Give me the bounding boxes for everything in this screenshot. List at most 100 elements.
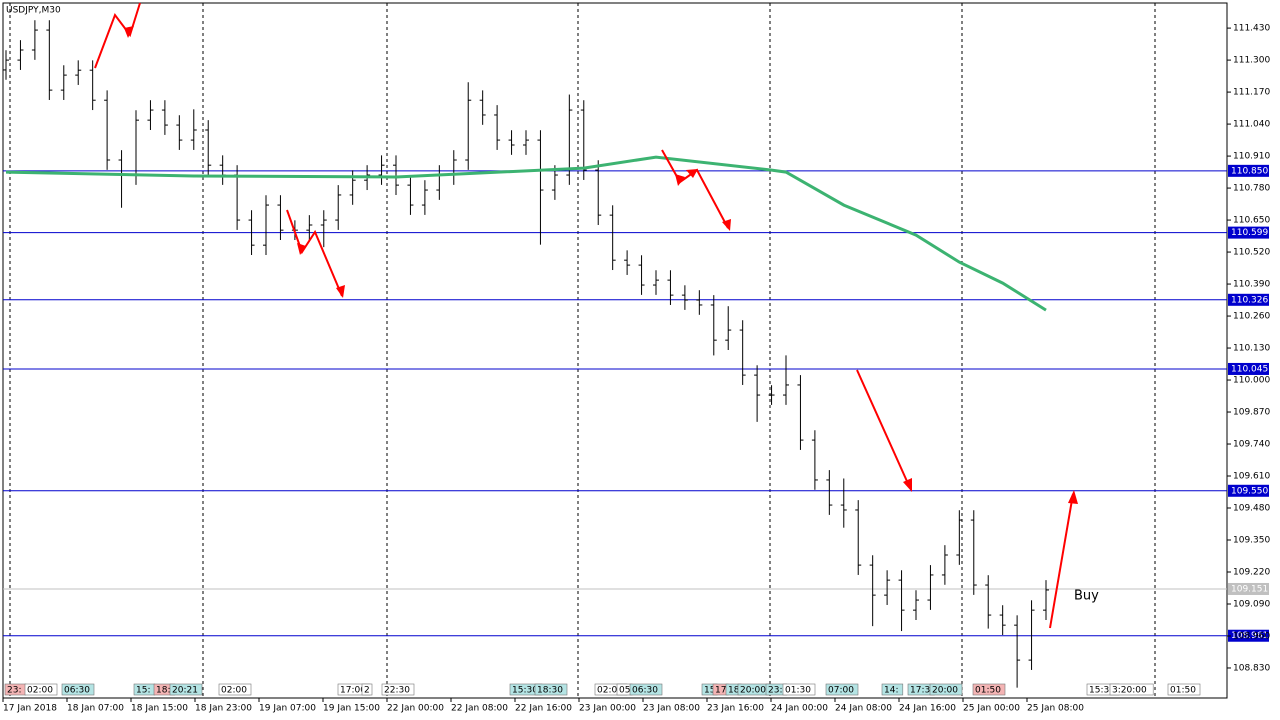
- event-label: 01:50: [1170, 686, 1196, 696]
- current-price-label: 109.151: [1231, 584, 1268, 594]
- y-tick-label: 110.390: [1233, 280, 1270, 290]
- level-label-box: [1228, 629, 1269, 642]
- arrow: [94, 2, 141, 69]
- event-label: 15:: [136, 686, 150, 696]
- x-tick-label: 17 Jan 2018: [3, 704, 57, 714]
- x-tick-label: 22 Jan 16:00: [515, 704, 572, 714]
- bars: [3, 20, 1049, 688]
- x-tick-label: 23 Jan 16:00: [707, 704, 764, 714]
- y-tick-label: 110.260: [1233, 312, 1270, 322]
- x-tick-label: 22 Jan 00:00: [387, 704, 444, 714]
- level-label: 108.961: [1231, 631, 1268, 641]
- event-label: 20:00: [740, 686, 766, 696]
- y-tick-label: 111.170: [1233, 88, 1270, 98]
- y-tick-label: 108.960: [1233, 631, 1270, 641]
- event-label: 18: [728, 686, 740, 696]
- event-label: 3:20:00: [1112, 686, 1147, 696]
- y-tick-label: 111.430: [1233, 24, 1270, 34]
- event-label: 02:00: [597, 686, 623, 696]
- y-tick-label: 110.520: [1233, 248, 1270, 258]
- y-tick-label: 111.300: [1233, 56, 1270, 66]
- event-box: [361, 683, 373, 696]
- event-box: [1167, 683, 1201, 696]
- event-box: [218, 683, 252, 696]
- arrow: [1049, 493, 1074, 629]
- x-tick-label: 18 Jan 15:00: [131, 704, 188, 714]
- arrow-head: [722, 219, 731, 231]
- event-label: 02:00: [221, 686, 247, 696]
- event-label: 17:3: [910, 686, 930, 696]
- y-tick-label: 110.000: [1233, 376, 1270, 386]
- event-box: [881, 683, 904, 696]
- arrow-head: [124, 26, 134, 38]
- event-label: 17:00: [340, 686, 366, 696]
- event-box: [825, 683, 859, 696]
- arrow: [661, 149, 729, 229]
- x-tick-label: 24 Jan 00:00: [771, 704, 828, 714]
- y-tick-label: 108.830: [1233, 663, 1270, 673]
- x-tick-label: 18 Jan 07:00: [67, 704, 124, 714]
- event-box: [782, 683, 816, 696]
- event-box: [972, 683, 1006, 696]
- y-tick-label: 110.130: [1233, 344, 1270, 354]
- level-label: 109.550: [1231, 486, 1268, 496]
- y-tick-label: 109.870: [1233, 408, 1270, 418]
- y-tick-label: 109.740: [1233, 440, 1270, 450]
- event-label: 05: [619, 686, 630, 696]
- arrows: [94, 2, 1074, 629]
- event-label: 15: [704, 686, 715, 696]
- arrow: [286, 209, 343, 297]
- y-tick-label: 109.090: [1233, 599, 1270, 609]
- levels: 110.850 110.599 110.326 110.045 109.550 108.9…: [3, 164, 1269, 642]
- level-label-box: [1228, 484, 1269, 497]
- event-label: 15:30: [512, 686, 538, 696]
- arrow-head: [297, 243, 306, 255]
- arrow-head: [686, 169, 698, 178]
- event-label: 18:: [156, 686, 170, 696]
- level-label: 110.850: [1231, 166, 1268, 176]
- event-label: 23:: [768, 686, 782, 696]
- x-tick-label: 19 Jan 07:00: [259, 704, 316, 714]
- x-tick-label: 22 Jan 08:00: [451, 704, 508, 714]
- event-box: [381, 683, 415, 696]
- y-tick-label: 109.480: [1233, 504, 1270, 514]
- arrow-head: [675, 174, 685, 186]
- event-box: [929, 683, 963, 696]
- event-label: 02:00: [27, 686, 53, 696]
- x-tick-label: 24 Jan 16:00: [899, 704, 956, 714]
- chart-title: USDJPY,M30: [6, 6, 61, 16]
- moving-average: [5, 155, 1047, 312]
- level-label-box: [1228, 362, 1269, 375]
- event-label: 15:30: [1089, 686, 1115, 696]
- event-box: [1109, 683, 1154, 696]
- event-label: 23:: [7, 686, 21, 696]
- x-tick-label: 19 Jan 15:00: [323, 704, 380, 714]
- time-grid: [9, 3, 1156, 698]
- x-tick-label: 23 Jan 00:00: [579, 704, 636, 714]
- event-label: 01:50: [975, 686, 1001, 696]
- level-label-box: [1228, 293, 1269, 306]
- ma-line: [5, 155, 1047, 312]
- level-label: 110.045: [1231, 364, 1268, 374]
- events: 23: 02:00 06:30 15: 18: 20:21 02:00 17:002 22:30…: [4, 683, 1201, 696]
- event-box: [24, 683, 58, 696]
- level-label-box: [1228, 226, 1269, 239]
- level-label-box: [1228, 164, 1269, 177]
- plot-frame: [2, 2, 1228, 699]
- arrow-head: [1068, 490, 1078, 504]
- event-box: [534, 683, 568, 696]
- arrow-heads: [124, 26, 1078, 504]
- y-tick-label: 111.040: [1233, 120, 1270, 130]
- event-label: 06:30: [632, 686, 658, 696]
- y-tick-label: 109.350: [1233, 536, 1270, 546]
- arrow-head: [336, 285, 345, 298]
- x-tick-label: 23 Jan 08:00: [643, 704, 700, 714]
- x-tick-label: 25 Jan 00:00: [963, 704, 1020, 714]
- x-tick-label: 18 Jan 23:00: [195, 704, 252, 714]
- x-tick-label: 25 Jan 08:00: [1027, 704, 1084, 714]
- y-tick-label: 110.780: [1233, 184, 1270, 194]
- y-tick-label: 110.650: [1233, 216, 1270, 226]
- event-label: 20:00: [932, 686, 958, 696]
- event-label: 01:30: [785, 686, 811, 696]
